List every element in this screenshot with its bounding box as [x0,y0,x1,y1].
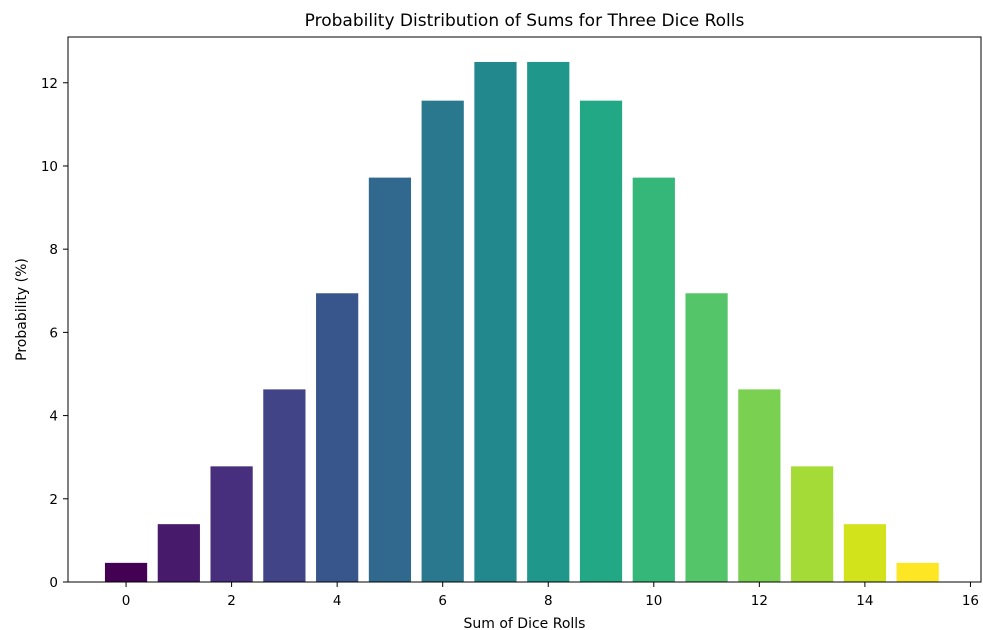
x-tick-label: 4 [333,593,342,609]
y-tick-label: 2 [49,492,58,508]
bars-layer [104,61,939,583]
x-tick-label: 12 [751,593,768,609]
x-tick-label: 14 [856,593,873,609]
x-tick-label: 10 [645,593,662,609]
bar-sum-8 [527,61,570,582]
x-tick-label: 8 [544,593,553,609]
bar-sum-12 [738,389,781,582]
bar-sum-5 [368,177,412,582]
bar-sum-7 [474,61,517,582]
y-tick-label: 8 [49,242,58,258]
plot-frame [67,36,982,583]
x-axis-label: Sum of Dice Rolls [464,616,586,630]
x-tick-label: 6 [438,593,447,609]
bar-sum-14 [843,524,887,582]
x-tick-label: 0 [122,593,131,609]
y-axis-label: Probability (%) [14,258,30,361]
x-tick-label: 16 [962,593,979,609]
bar-sum-15 [896,562,939,582]
y-tick-label: 6 [49,325,58,341]
chart-title: Probability Distribution of Sums for Thr… [305,11,745,31]
y-tick-label: 4 [49,409,58,425]
bar-sum-3 [263,389,306,582]
bar-sum-4 [316,293,359,582]
y-tick-label: 10 [41,159,58,175]
bar-sum-13 [791,466,834,582]
y-tick-label: 12 [41,76,58,92]
bar-sum-1 [157,524,200,582]
bar-sum-0 [104,562,148,582]
bar-sum-9 [579,100,623,583]
axes-layer: 0 2 4 6 8 10 12 14 16 0 2 4 6 8 10 12 [41,36,982,609]
y-tick-label: 0 [49,575,58,591]
x-tick-label: 2 [227,593,236,609]
bar-sum-2 [210,466,253,582]
bar-sum-6 [421,100,464,583]
bar-sum-11 [685,293,728,582]
bar-sum-10 [632,177,675,582]
